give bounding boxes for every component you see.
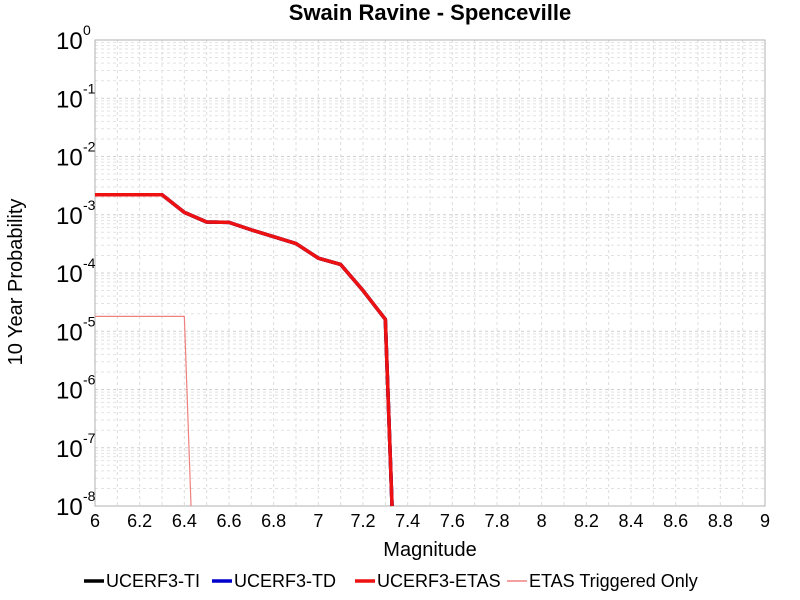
legend-label: UCERF3-TI [106, 571, 200, 591]
y-tick-base: 10 [56, 261, 83, 288]
legend-label: UCERF3-TD [234, 571, 336, 591]
series-line-etas-triggered-only [95, 315, 192, 507]
x-axis-label: Magnitude [383, 539, 476, 561]
y-tick-label: 10 -4 [56, 255, 96, 288]
legend-entry: UCERF3-TD [212, 571, 336, 591]
x-tick-label: 6.2 [127, 511, 152, 531]
legend-entry: UCERF3-ETAS [355, 571, 501, 591]
x-tick-label: 8.6 [663, 511, 688, 531]
y-tick-label: 10 -8 [56, 488, 96, 521]
y-tick-exponent: -7 [83, 430, 96, 446]
x-tick-label: 7.2 [350, 511, 375, 531]
y-tick-exponent: -6 [83, 372, 96, 388]
y-tick-label: 10 0 [56, 22, 91, 55]
y-tick-exponent: -2 [83, 139, 96, 155]
x-tick-label: 7.4 [395, 511, 420, 531]
y-tick-label: 10 -2 [56, 139, 96, 172]
plot-frame [94, 39, 766, 507]
chart-title: Swain Ravine - Spenceville [289, 0, 571, 25]
series-line-ucerf3-etas [95, 193, 394, 507]
x-tick-label: 8 [537, 511, 547, 531]
y-tick-base: 10 [56, 319, 83, 346]
y-tick-base: 10 [56, 436, 83, 463]
x-tick-label: 7.8 [484, 511, 509, 531]
y-tick-base: 10 [56, 86, 83, 113]
y-tick-label: 10 -6 [56, 372, 96, 405]
y-tick-base: 10 [56, 378, 83, 405]
x-tick-label: 8.2 [574, 511, 599, 531]
series-layer [95, 193, 394, 507]
x-tick-label: 6 [90, 511, 100, 531]
x-tick-label: 9 [760, 511, 770, 531]
y-tick-exponent: 0 [83, 22, 91, 38]
x-tick-label: 8.4 [618, 511, 643, 531]
y-tick-exponent: -5 [83, 313, 96, 329]
legend-entry: UCERF3-TI [84, 571, 200, 591]
y-tick-base: 10 [56, 494, 83, 521]
legend: UCERF3-TI UCERF3-TD UCERF3-ETAS ETAS Trigge… [84, 571, 698, 591]
x-axis-ticks: 6 6.2 6.4 6.6 6.8 7 7.2 7.4 7.6 7.8 8 8.2 8.4 8.6 8.8 9 [90, 511, 770, 531]
y-tick-label: 10 -1 [56, 80, 96, 113]
y-tick-exponent: -4 [83, 255, 96, 271]
y-tick-base: 10 [56, 145, 83, 172]
y-tick-exponent: -8 [83, 488, 96, 504]
y-axis-label: 10 Year Probability [5, 199, 27, 366]
x-tick-label: 6.4 [172, 511, 197, 531]
legend-entry: ETAS Triggered Only [507, 571, 698, 591]
x-tick-label: 8.8 [708, 511, 733, 531]
y-tick-exponent: -3 [83, 197, 96, 213]
y-tick-label: 10 -7 [56, 430, 96, 463]
x-tick-label: 6.6 [216, 511, 241, 531]
x-tick-label: 6.8 [261, 511, 286, 531]
y-tick-label: 10 -3 [56, 197, 96, 230]
y-tick-exponent: -1 [83, 80, 96, 96]
grid [94, 40, 766, 507]
y-tick-base: 10 [56, 203, 83, 230]
legend-label: ETAS Triggered Only [529, 571, 698, 591]
x-tick-label: 7 [313, 511, 323, 531]
y-tick-label: 10 -5 [56, 313, 96, 346]
y-tick-base: 10 [56, 28, 83, 55]
x-tick-label: 7.6 [440, 511, 465, 531]
legend-label: UCERF3-ETAS [377, 571, 501, 591]
